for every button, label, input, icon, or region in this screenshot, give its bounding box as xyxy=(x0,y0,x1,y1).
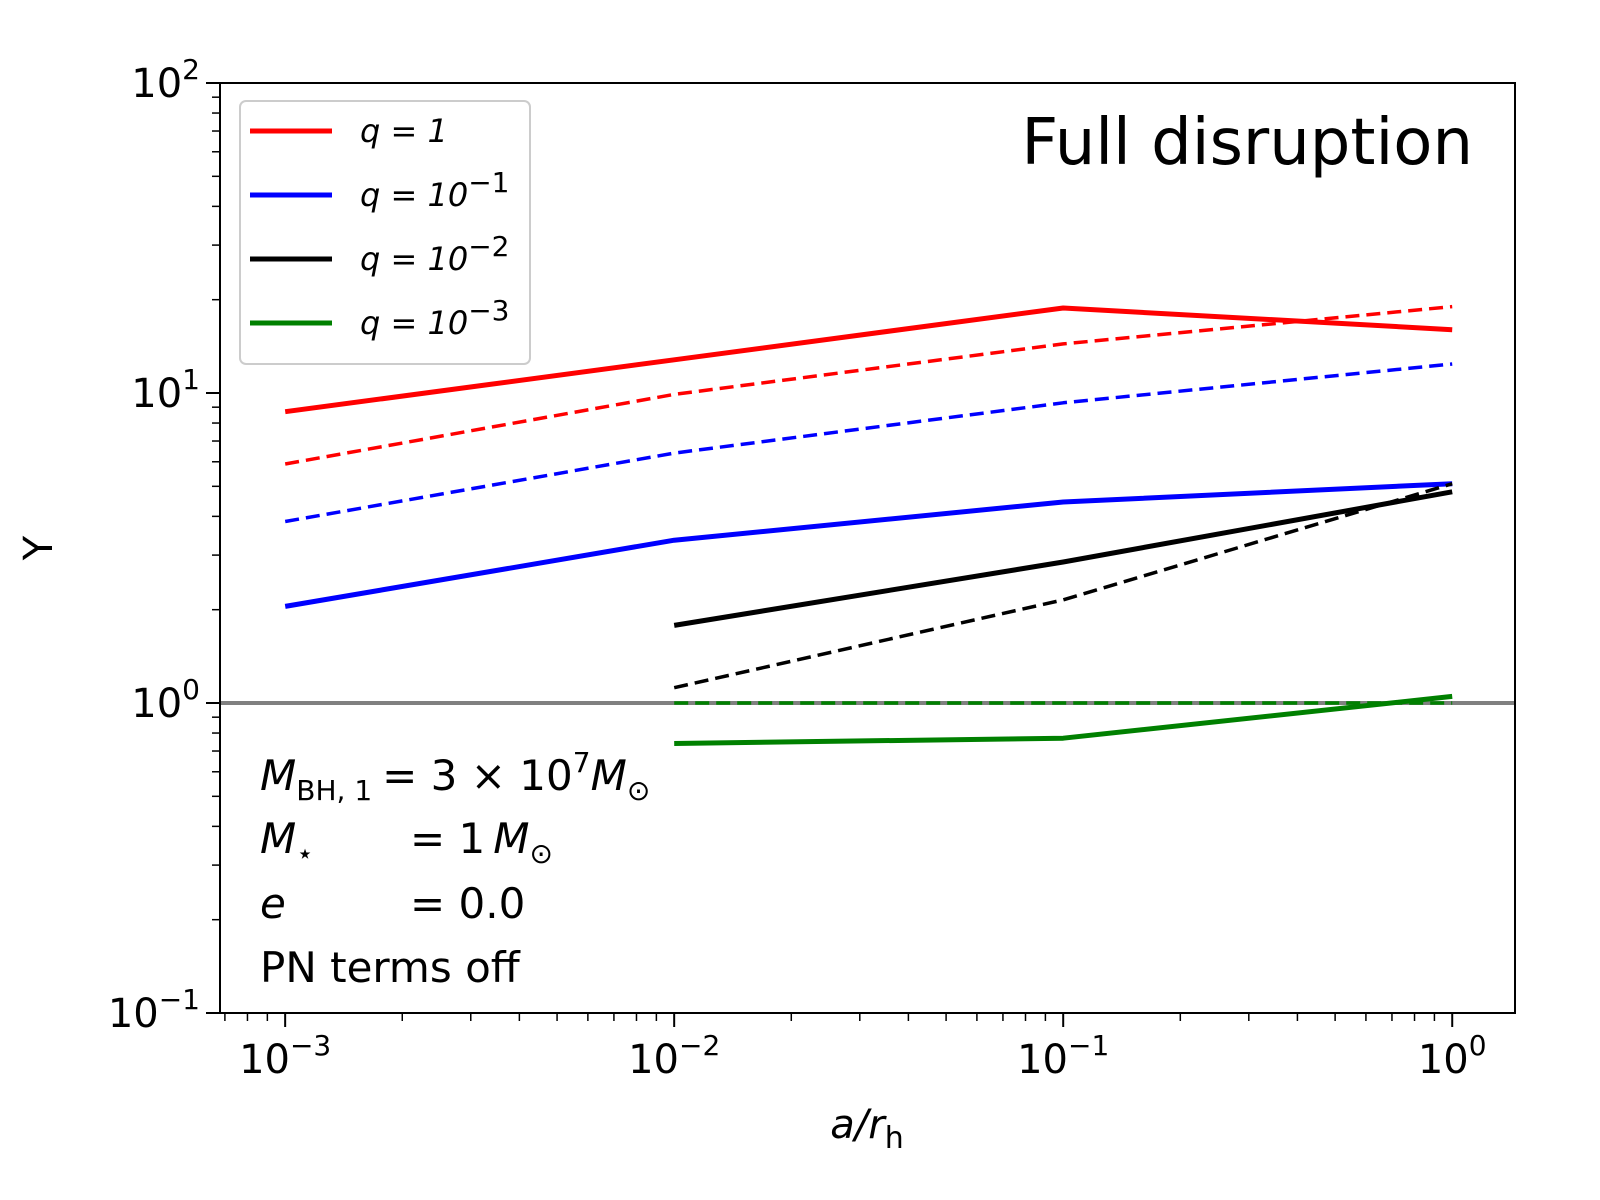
annotation-mstar-symbol: M xyxy=(260,814,296,863)
x-tick-labels: 10−3 10−2 10−1 100 xyxy=(239,1029,1487,1083)
series-line-solid-2 xyxy=(284,481,1453,609)
legend-label-exponent: −2 xyxy=(468,230,509,263)
annotation-mbh-symbol: M xyxy=(260,751,296,800)
legend-label: q = 10−3 xyxy=(360,294,509,342)
y-tick-label: 10−1 xyxy=(108,983,200,1037)
legend: q = 1q = 10−1q = 10−2q = 10−3 xyxy=(239,100,531,365)
annotation-title: Full disruption xyxy=(1021,106,1473,180)
x-axis-label-main: a/r xyxy=(830,1102,887,1148)
y-tick-label-exponent: 1 xyxy=(182,363,200,396)
x-tick-label-exponent: −1 xyxy=(1068,1029,1109,1062)
annotation-e: e xyxy=(260,879,286,928)
x-tick-label-exponent: −3 xyxy=(290,1029,331,1062)
x-axis-label: a/rh xyxy=(830,1102,903,1156)
x-tick-label: 10−1 xyxy=(1017,1029,1109,1083)
annotation-mstar-unit: M xyxy=(493,814,529,863)
legend-label-exponent: −3 xyxy=(468,294,509,327)
y-tick-label: 102 xyxy=(131,53,200,107)
parameter-annotations: MBH, 1 = 3 × 107M⊙ M⋆ = 1 M⊙ e = 0.0 PN te… xyxy=(260,746,650,992)
series-line-dashed-5 xyxy=(673,482,1453,690)
x-tick-label-exponent: −2 xyxy=(679,1029,720,1062)
minor-ticks xyxy=(212,96,1436,1021)
annotation-mbh-unit-subscript: ⊙ xyxy=(627,774,650,807)
annotation-mbh-subscript: BH, 1 xyxy=(296,774,372,807)
x-tick-label-base: 10 xyxy=(1418,1037,1469,1083)
y-tick-label: 101 xyxy=(131,363,200,417)
legend-label-base: q = 10 xyxy=(360,240,468,278)
series-line-solid-0 xyxy=(284,305,1453,415)
y-tick-label-base: 10 xyxy=(108,991,159,1037)
series-line-solid-6 xyxy=(674,693,1453,746)
legend-box xyxy=(239,100,531,365)
legend-label: q = 10−2 xyxy=(360,230,509,278)
legend-label-base: q = 10 xyxy=(360,304,468,342)
x-tick-label: 10−3 xyxy=(239,1029,331,1083)
legend-label: q = 10−1 xyxy=(360,166,509,214)
y-tick-label-base: 10 xyxy=(131,681,182,727)
annotation-mbh-exponent: 7 xyxy=(573,746,591,779)
y-tick-label-exponent: 0 xyxy=(182,673,200,706)
major-ticks xyxy=(206,82,1454,1027)
annotation-mstar: M⋆ xyxy=(260,814,314,870)
x-tick-label: 10−2 xyxy=(628,1029,720,1083)
annotation-pn: PN terms off xyxy=(260,943,521,992)
y-axis-label: Y xyxy=(16,535,62,561)
annotation-mstar-subscript: ⋆ xyxy=(296,837,314,870)
legend-label-base: q = 1 xyxy=(360,112,448,150)
x-tick-label-exponent: 0 xyxy=(1469,1029,1487,1062)
x-tick-label-base: 10 xyxy=(239,1037,290,1083)
series-line-dashed-3 xyxy=(284,362,1453,524)
legend-label-exponent: −1 xyxy=(468,166,509,199)
x-tick-label-base: 10 xyxy=(1017,1037,1068,1083)
legend-label: q = 1 xyxy=(360,112,448,150)
annotation-e-value: = 0.0 xyxy=(410,879,525,928)
annotation-mbh: MBH, 1 = 3 × 107M⊙ xyxy=(260,746,650,807)
annotation-mbh-value: = 3 × 10 xyxy=(382,751,573,800)
x-tick-label-base: 10 xyxy=(628,1037,679,1083)
y-tick-label-base: 10 xyxy=(131,61,182,107)
y-tick-label-exponent: −1 xyxy=(159,983,200,1016)
series-line-dashed-1 xyxy=(284,304,1453,466)
annotation-mstar-unit-subscript: ⊙ xyxy=(530,837,553,870)
series-line-solid-4 xyxy=(673,489,1453,628)
y-tick-label-exponent: 2 xyxy=(182,53,200,86)
y-tick-label-base: 10 xyxy=(131,371,182,417)
annotation-mstar-value: = 1 M⊙ xyxy=(410,814,553,870)
plot-border xyxy=(219,82,1516,1014)
annotation-mbh-unit: M xyxy=(591,751,627,800)
series-group xyxy=(284,304,1453,746)
legend-label-base: q = 10 xyxy=(360,176,468,214)
x-tick-label: 100 xyxy=(1418,1029,1487,1083)
x-axis-label-sub: h xyxy=(885,1121,904,1156)
y-tick-label: 100 xyxy=(131,673,200,727)
annotation-mstar-value-text: = 1 xyxy=(410,814,485,863)
